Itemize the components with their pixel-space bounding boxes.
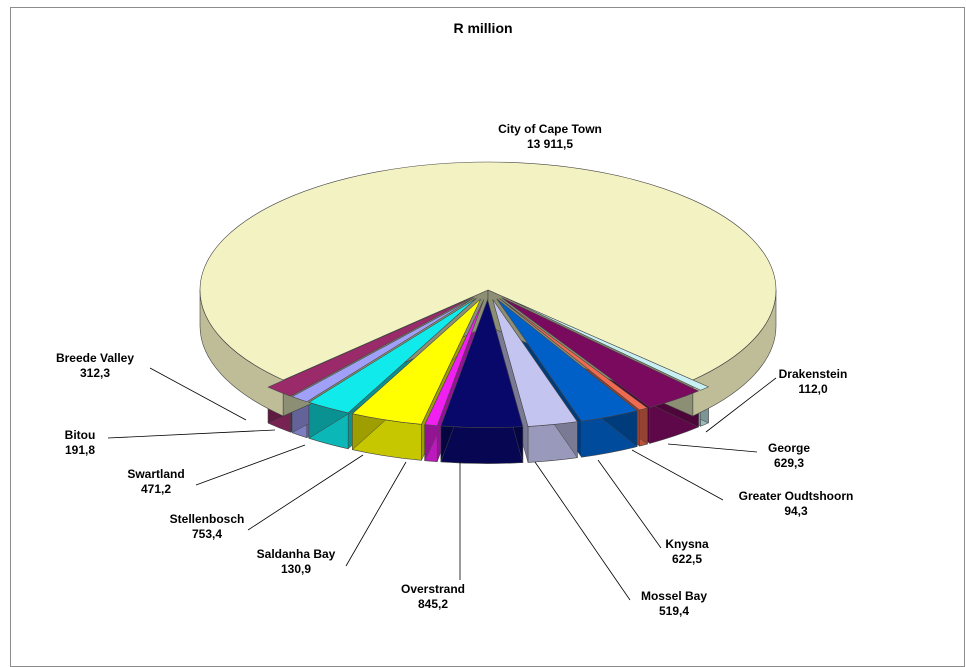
slice-value-label: 471,2 xyxy=(141,482,171,496)
pie-slice-greater-oudtshoorn xyxy=(499,298,649,411)
slice-value-label: 753,4 xyxy=(192,527,222,541)
leader-line-stellenbosch xyxy=(247,454,364,531)
pie-slice-knysna xyxy=(496,298,638,422)
slice-value-label: 312,3 xyxy=(80,366,110,380)
leader-line-greater-oudtshoorn xyxy=(631,449,724,501)
slice-label: Greater Oudtshoorn xyxy=(739,489,854,503)
slice-label: Drakenstein xyxy=(779,367,848,381)
leader-line-drakenstein xyxy=(705,377,777,433)
slice-value-label: 13 911,5 xyxy=(527,137,573,151)
leader-line-knysna xyxy=(597,459,662,549)
slice-value-label: 629,3 xyxy=(774,456,804,470)
leader-line-saldanha-bay xyxy=(345,461,407,567)
slice-label: Bitou xyxy=(65,428,96,442)
slice-value-label: 519,4 xyxy=(659,604,689,618)
slice-side-overstrand xyxy=(440,425,524,464)
pie-slice-mossel-bay xyxy=(492,299,578,427)
pie-slice-overstrand xyxy=(440,298,524,428)
slice-value-label: 94,3 xyxy=(784,504,808,518)
slice-label: City of Cape Town xyxy=(498,122,602,136)
pie-slice-swartland xyxy=(308,297,477,414)
slice-label: Knysna xyxy=(665,537,709,551)
chart-title: R million xyxy=(453,20,513,36)
slice-label: Mossel Bay xyxy=(641,589,707,603)
leader-line-swartland xyxy=(195,444,306,486)
slice-value-label: 622,5 xyxy=(672,552,702,566)
slice-value-label: 191,8 xyxy=(65,443,95,457)
slice-label: Stellenbosch xyxy=(170,512,245,526)
slice-label: Overstrand xyxy=(401,582,465,596)
slice-label: Swartland xyxy=(127,467,184,481)
leader-line-breede-valley xyxy=(149,367,247,421)
pie-slice-stellenbosch xyxy=(351,298,481,425)
slice-label: Breede Valley xyxy=(56,351,134,365)
slice-value-label: 112,0 xyxy=(798,382,828,396)
leader-line-george xyxy=(667,443,758,453)
leader-line-bitou xyxy=(107,429,276,439)
slice-label: George xyxy=(768,441,810,455)
pie-slice-george xyxy=(501,297,700,408)
slice-value-label: 845,2 xyxy=(418,597,448,611)
pie-slice-bitou xyxy=(291,297,475,403)
pie-slice-drakenstein xyxy=(503,296,710,391)
pie-slice-breede-valley xyxy=(267,296,474,397)
slice-label: Saldanha Bay xyxy=(257,547,336,561)
pie-slice-saldanha-bay xyxy=(424,299,485,427)
leader-line-mossel-bay xyxy=(534,461,631,601)
slice-value-label: 130,9 xyxy=(281,562,311,576)
pie-slice-city-of-cape-town xyxy=(199,161,777,381)
